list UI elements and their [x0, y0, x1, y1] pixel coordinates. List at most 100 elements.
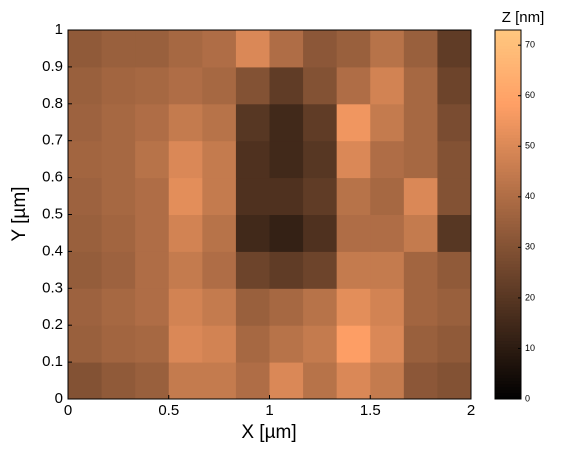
colorbar-swatch: [495, 51, 521, 56]
y-tick-label: 0.1: [42, 353, 63, 370]
colorbar-swatch: [495, 134, 521, 139]
colorbar-swatch: [495, 100, 521, 105]
heatmap-cell: [370, 140, 405, 179]
heatmap-cell: [303, 214, 338, 252]
heatmap-cell: [303, 30, 338, 68]
colorbar-swatch: [495, 279, 521, 283]
heatmap-cell: [168, 140, 203, 179]
colorbar-swatch: [495, 214, 521, 219]
heatmap-cell: [168, 177, 203, 215]
heatmap-cell: [235, 325, 270, 363]
colorbar-swatch: [495, 192, 521, 197]
x-tick-label: 2: [467, 402, 475, 419]
heatmap-cell: [370, 362, 405, 400]
colorbar-swatch: [495, 149, 521, 154]
heatmap-cell: [403, 103, 438, 142]
heatmap-cell: [235, 140, 270, 179]
colorbar-swatch: [495, 36, 521, 40]
y-tick-label: 0.2: [42, 316, 63, 333]
colorbar-swatch: [495, 383, 521, 388]
heatmap-cell: [101, 103, 136, 142]
colorbar-swatch: [495, 226, 521, 231]
colorbar-swatch: [495, 186, 521, 191]
x-tick-label: 0: [64, 402, 72, 419]
colorbar-swatch: [495, 266, 521, 271]
colorbar-tick-label: 0: [525, 393, 530, 403]
colorbar-swatch: [495, 352, 521, 357]
heatmap-cell: [370, 177, 405, 215]
colorbar-tick-label: 10: [525, 343, 535, 353]
heatmap-cell: [437, 214, 472, 252]
colorbar-swatch: [495, 392, 521, 397]
heatmap-cell: [269, 251, 304, 289]
heatmap-cell: [135, 30, 170, 68]
heatmap-cell: [437, 30, 472, 68]
colorbar-swatch: [495, 106, 521, 111]
y-tick-label: 0.7: [42, 132, 63, 149]
colorbar-swatch: [495, 143, 521, 148]
heatmap-cell: [101, 288, 136, 326]
colorbar-swatch: [495, 208, 521, 212]
heatmap-cell: [403, 140, 438, 179]
heatmap-cell: [202, 103, 237, 142]
colorbar-label: Z [nm]: [502, 9, 545, 26]
colorbar-swatch: [495, 199, 521, 203]
y-tick-label: 0.6: [42, 169, 63, 186]
heatmap-cell: [235, 30, 270, 68]
heatmap-cell: [269, 325, 304, 363]
heatmap-cell: [135, 288, 170, 326]
colorbar-swatch: [495, 368, 521, 372]
colorbar-swatch: [495, 85, 521, 89]
heatmap-cell: [202, 214, 237, 252]
heatmap-cell: [269, 288, 304, 326]
y-tick-label: 0.3: [42, 279, 63, 296]
colorbar-swatch: [495, 45, 521, 49]
heatmap-cell: [135, 214, 170, 252]
colorbar-swatch: [495, 337, 521, 342]
colorbar-swatch: [495, 251, 521, 255]
colorbar-swatch: [495, 103, 521, 108]
heatmap-cell: [135, 177, 170, 215]
colorbar-swatch: [495, 140, 521, 145]
colorbar-swatch: [495, 76, 521, 80]
colorbar-swatch: [495, 285, 521, 289]
heatmap-cell: [269, 140, 304, 179]
colorbar-swatch: [495, 131, 521, 136]
heatmap-cell: [101, 251, 136, 289]
colorbar-swatch: [495, 229, 521, 234]
colorbar-swatch: [495, 119, 521, 123]
heatmap-cell: [370, 251, 405, 289]
heatmap-cell: [336, 288, 371, 326]
heatmap-cell: [437, 66, 472, 105]
heatmap-cell: [68, 140, 103, 179]
heatmap-cell: [235, 288, 270, 326]
y-tick-label: 0.9: [42, 58, 63, 75]
colorbar-swatch: [495, 365, 521, 369]
heatmap-cell: [135, 362, 170, 400]
colorbar-swatch: [495, 211, 521, 215]
heatmap-cell: [135, 140, 170, 179]
colorbar-swatch: [495, 196, 521, 200]
colorbar-swatch: [495, 94, 521, 99]
heatmap-cell: [135, 103, 170, 142]
colorbar-swatch: [495, 346, 521, 351]
colorbar-swatch: [495, 30, 521, 34]
heatmap-cell: [68, 30, 103, 68]
colorbar-swatch: [495, 242, 521, 246]
colorbar-swatch: [495, 288, 521, 292]
y-tick-label: 0.4: [42, 242, 63, 259]
colorbar-swatch: [495, 168, 521, 172]
colorbar-swatch: [495, 165, 521, 169]
x-tick-label: 0.5: [158, 402, 179, 419]
colorbar-swatch: [495, 189, 521, 194]
colorbar-swatch: [495, 297, 521, 302]
colorbar-swatch: [495, 116, 521, 120]
heatmap-cell: [403, 325, 438, 363]
heatmap-cell: [135, 325, 170, 363]
colorbar-swatch: [495, 291, 521, 295]
colorbar-swatch: [495, 276, 521, 280]
colorbar-swatch: [495, 282, 521, 286]
heatmap-cell: [336, 30, 371, 68]
heatmap-cell: [403, 362, 438, 400]
colorbar-tick-label: 20: [525, 292, 535, 302]
